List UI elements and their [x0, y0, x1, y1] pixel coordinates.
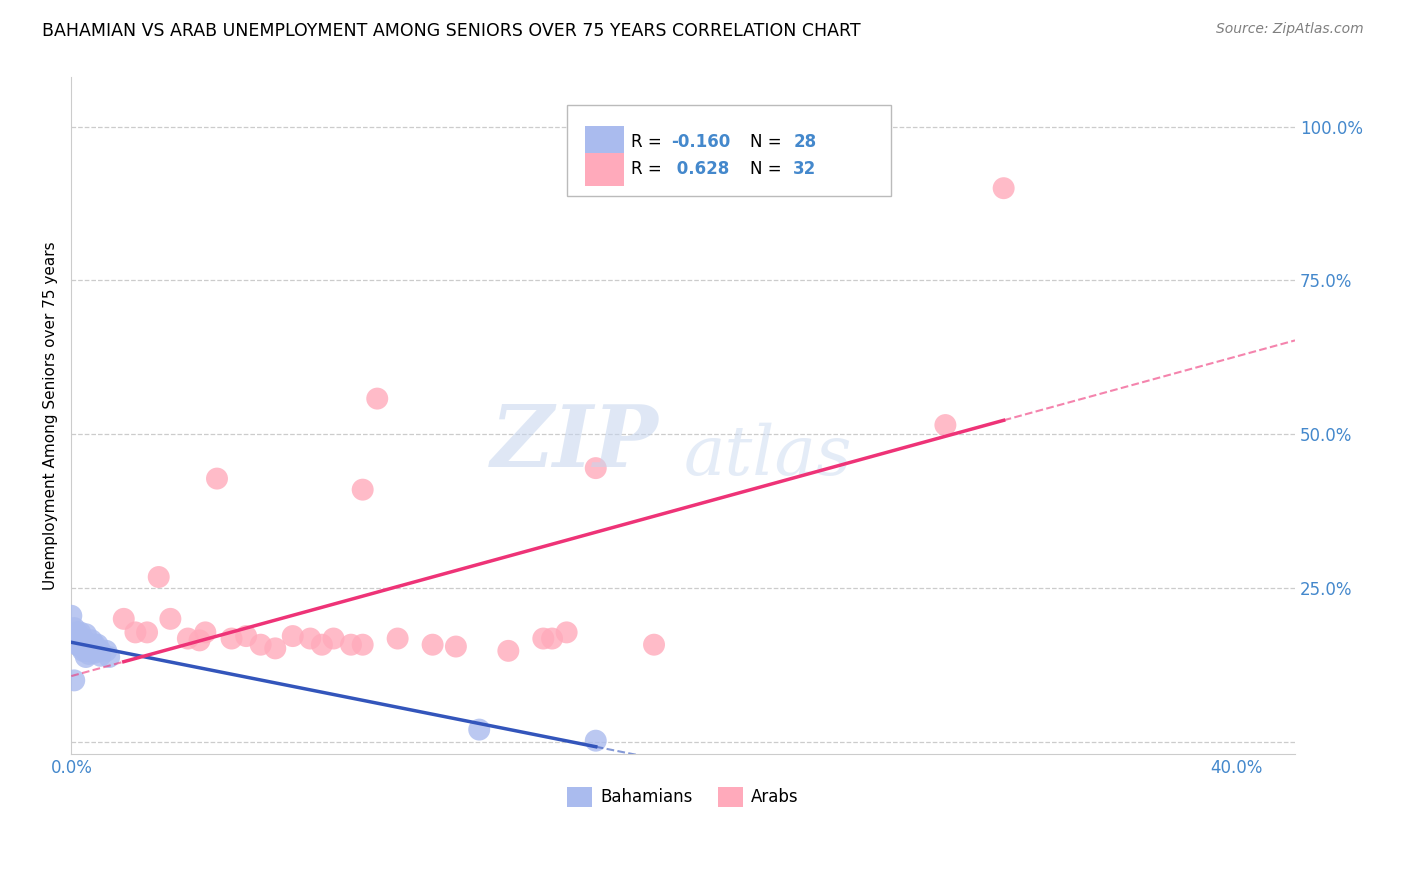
- Text: -0.160: -0.160: [671, 133, 730, 151]
- Text: R =: R =: [630, 160, 666, 178]
- Point: [340, 638, 363, 652]
- Point: [311, 638, 333, 652]
- Point: [98, 650, 121, 665]
- Point: [63, 633, 86, 648]
- Point: [159, 612, 181, 626]
- Point: [96, 644, 118, 658]
- Point: [366, 392, 388, 406]
- Text: R =: R =: [630, 133, 666, 151]
- Point: [177, 632, 200, 646]
- Point: [934, 418, 956, 433]
- Text: 28: 28: [793, 133, 817, 151]
- Point: [235, 629, 257, 643]
- Point: [188, 633, 211, 648]
- Point: [422, 638, 444, 652]
- Text: ZIP: ZIP: [491, 401, 658, 484]
- Point: [60, 608, 83, 623]
- Point: [299, 632, 322, 646]
- Point: [555, 625, 578, 640]
- Text: atlas: atlas: [683, 423, 852, 490]
- Point: [352, 638, 374, 652]
- Point: [585, 733, 607, 747]
- Point: [194, 625, 217, 640]
- Point: [643, 638, 665, 652]
- Point: [444, 640, 467, 654]
- FancyBboxPatch shape: [585, 153, 624, 186]
- Point: [75, 650, 97, 665]
- Point: [112, 612, 135, 626]
- Point: [249, 638, 271, 652]
- Point: [83, 638, 105, 652]
- Point: [66, 638, 89, 652]
- Point: [221, 632, 243, 646]
- Point: [352, 483, 374, 497]
- Point: [69, 632, 91, 646]
- Point: [148, 570, 170, 584]
- Point: [72, 644, 94, 658]
- Point: [468, 723, 491, 737]
- Point: [69, 625, 91, 640]
- Point: [63, 621, 86, 635]
- Text: 32: 32: [793, 160, 817, 178]
- Text: 0.628: 0.628: [671, 160, 730, 178]
- Point: [89, 644, 111, 658]
- Point: [77, 638, 100, 652]
- Point: [66, 625, 89, 640]
- Point: [89, 648, 111, 663]
- Text: BAHAMIAN VS ARAB UNEMPLOYMENT AMONG SENIORS OVER 75 YEARS CORRELATION CHART: BAHAMIAN VS ARAB UNEMPLOYMENT AMONG SENI…: [42, 22, 860, 40]
- Point: [281, 629, 304, 643]
- Y-axis label: Unemployment Among Seniors over 75 years: Unemployment Among Seniors over 75 years: [44, 242, 58, 591]
- Text: Source: ZipAtlas.com: Source: ZipAtlas.com: [1216, 22, 1364, 37]
- FancyBboxPatch shape: [567, 104, 891, 196]
- Text: N =: N =: [751, 160, 787, 178]
- Point: [124, 625, 146, 640]
- Point: [136, 625, 159, 640]
- Point: [83, 646, 105, 660]
- Point: [86, 638, 108, 652]
- Point: [75, 627, 97, 641]
- Point: [75, 636, 97, 650]
- Point: [531, 632, 554, 646]
- Point: [585, 461, 607, 475]
- Point: [387, 632, 409, 646]
- Point: [205, 472, 228, 486]
- Point: [322, 632, 344, 646]
- Point: [69, 640, 91, 654]
- Text: N =: N =: [751, 133, 787, 151]
- Legend: Bahamians, Arabs: Bahamians, Arabs: [561, 780, 806, 814]
- Point: [264, 641, 287, 656]
- Point: [993, 181, 1015, 195]
- Point: [541, 632, 564, 646]
- Point: [77, 647, 100, 661]
- Point: [63, 673, 86, 688]
- Point: [498, 644, 520, 658]
- Point: [80, 633, 103, 648]
- Point: [72, 632, 94, 646]
- Point: [80, 644, 103, 658]
- FancyBboxPatch shape: [585, 126, 624, 159]
- Point: [75, 644, 97, 658]
